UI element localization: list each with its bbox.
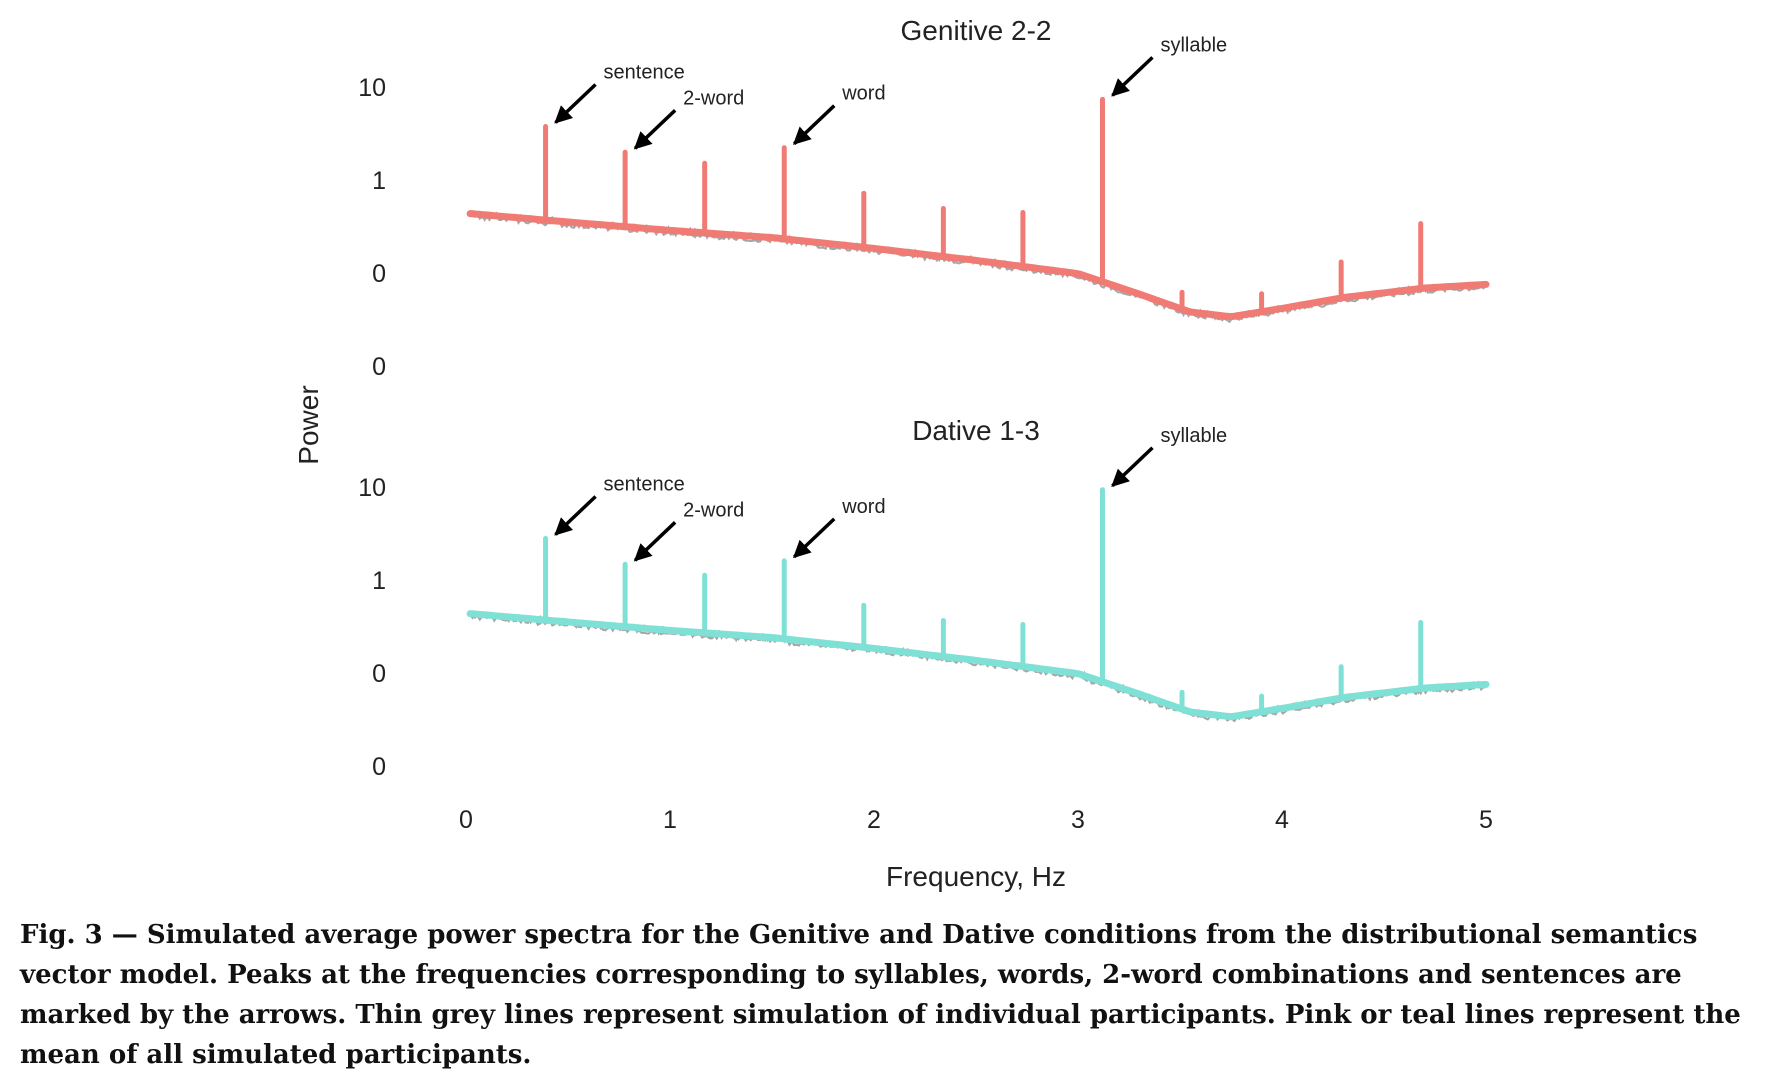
y-tick-label: 10 [358,474,386,502]
annotation-label: word [841,496,885,518]
y-tick-label: 1 [372,567,386,595]
annotation-arrow [792,517,836,559]
x-tick-label: 2 [867,806,881,834]
annotation-arrow [633,521,677,562]
x-tick-label: 5 [1479,806,1493,834]
y-tick-label: 0 [372,260,386,288]
x-tick-label: 4 [1275,806,1289,834]
panel-title: Genitive 2-2 [901,15,1052,46]
y-tick-label: 0 [372,660,386,688]
mean-line [466,610,1490,721]
x-axis-label: Frequency, Hz [886,861,1066,892]
figure-caption: Fig. 3 — Simulated average power spectra… [20,920,1741,1070]
annotation-label: syllable [1160,34,1227,56]
annotation-label: syllable [1160,425,1227,447]
x-tick-label: 3 [1071,806,1085,834]
annotation-arrow [792,104,836,145]
y-axis-label: Power [293,385,324,464]
y-tick-label: 1 [372,167,386,195]
annotation-label: word [841,83,885,105]
annotation-label: 2-word [683,499,744,521]
x-tick-label: 0 [459,806,473,834]
y-tick-label: 0 [372,353,386,381]
mean-line [466,210,1490,321]
annotation-arrow [554,83,597,124]
annotation-arrow [633,109,677,150]
annotation-label: 2-word [683,87,744,109]
x-tick-label: 1 [663,806,677,834]
annotation-arrow [1111,56,1154,97]
annotation-arrow [1111,446,1154,488]
annotation-label: sentence [604,61,685,83]
y-tick-label: 10 [358,74,386,102]
annotation-label: sentence [604,473,685,495]
y-tick-label: 0 [372,753,386,781]
panel-title: Dative 1-3 [912,415,1040,446]
annotation-arrow [554,495,597,536]
